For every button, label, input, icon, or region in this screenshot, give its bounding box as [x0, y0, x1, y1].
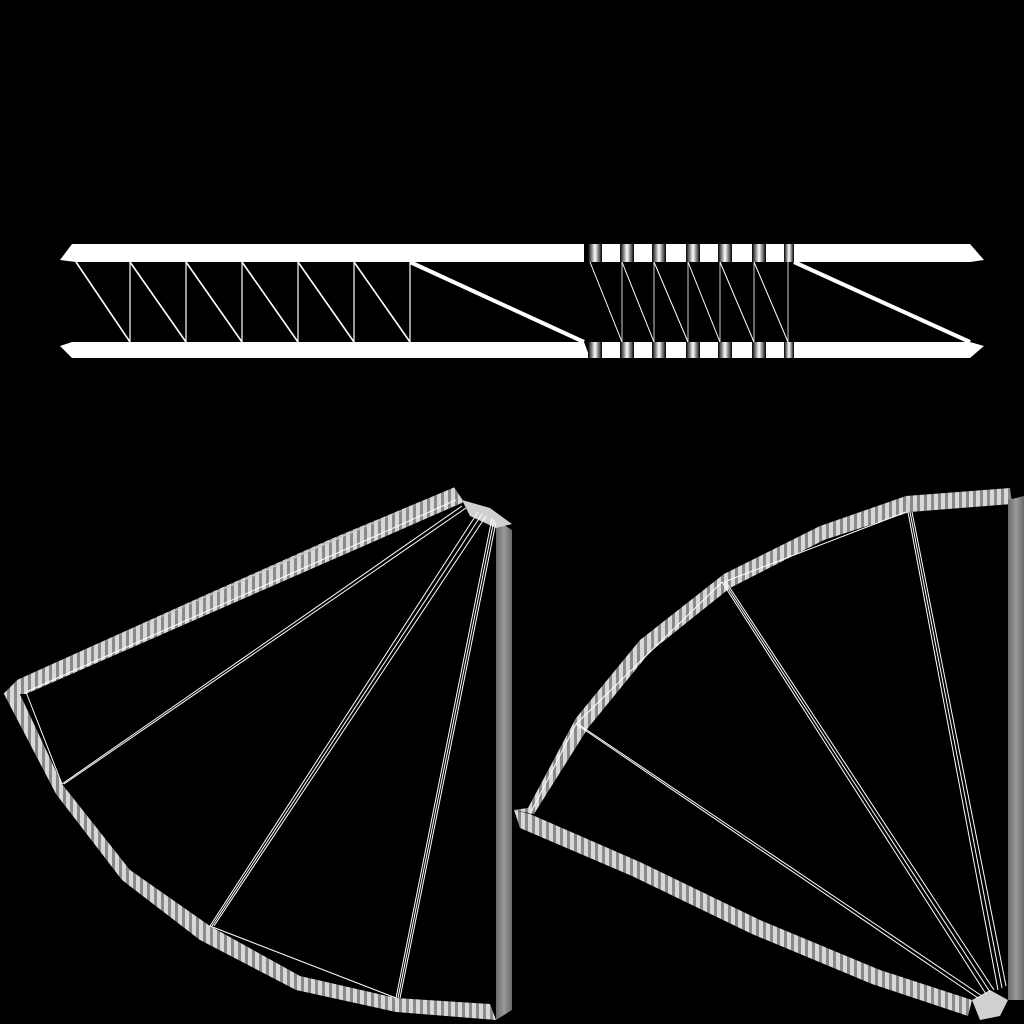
fan-right-right-edge — [1008, 496, 1024, 1000]
fan-right-top-edge — [906, 488, 1012, 512]
fan-left-spokes — [25, 499, 497, 999]
fan-left-lower-edge — [4, 690, 496, 1020]
strip-bottom-bar — [60, 342, 590, 358]
strip-island — [60, 244, 984, 358]
strip-left-cells — [75, 260, 585, 344]
fan-right-island — [514, 488, 1024, 1020]
strip-bottom-bar-right — [790, 342, 984, 358]
fan-left-island — [3, 487, 512, 1020]
fan-left-right-edge — [496, 520, 512, 1020]
strip-middle-cells — [589, 261, 789, 343]
strip-top-bar — [60, 244, 584, 262]
fan-right-upper-edge — [514, 496, 910, 814]
strip-right-cell — [793, 260, 971, 344]
fan-right-bottom-edge — [514, 810, 972, 1016]
strip-top-bar-right — [790, 244, 984, 262]
strip-pinched-section — [588, 244, 794, 358]
fan-right-spokes — [529, 511, 1007, 999]
